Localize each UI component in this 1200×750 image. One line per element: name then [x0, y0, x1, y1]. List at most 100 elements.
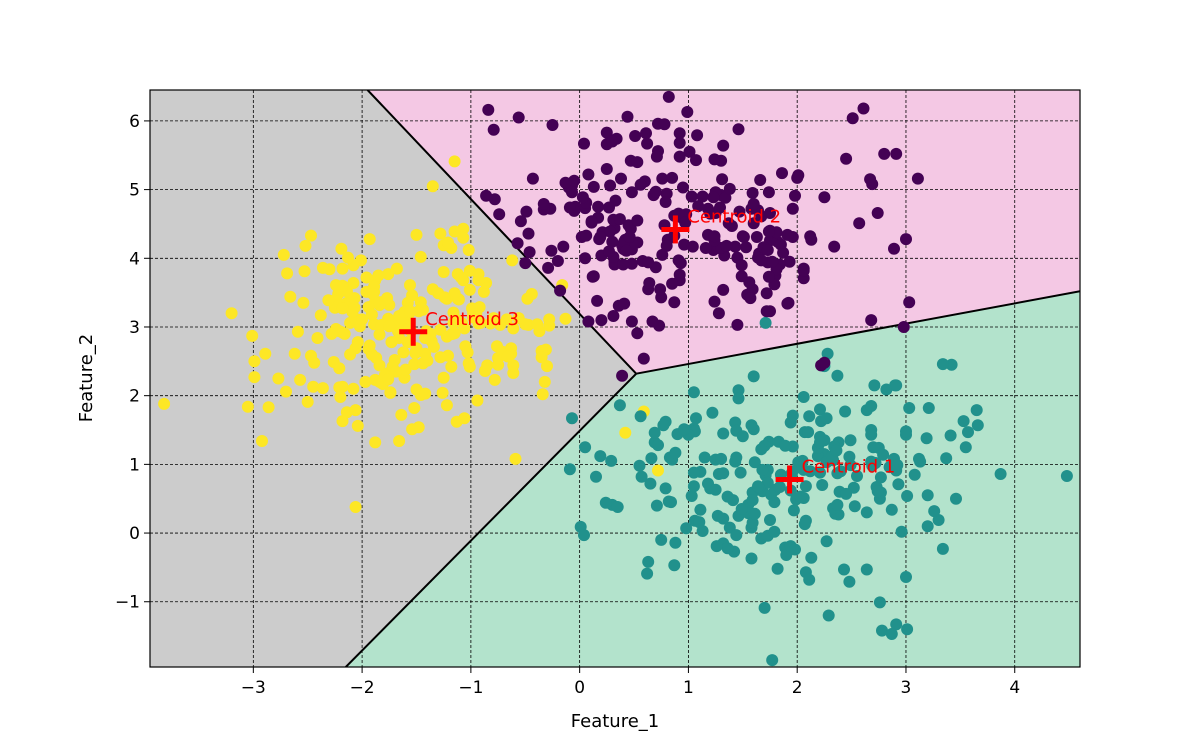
point-cluster-1 — [721, 490, 734, 503]
point-cluster-1 — [694, 503, 707, 516]
point-cluster-2 — [762, 270, 775, 283]
point-cluster-1 — [734, 466, 747, 479]
point-cluster-2 — [637, 352, 650, 365]
point-cluster-2 — [617, 258, 630, 271]
point-cluster-3 — [381, 292, 394, 305]
point-cluster-2 — [716, 173, 729, 186]
point-cluster-1 — [797, 391, 810, 403]
point-cluster-1 — [709, 483, 722, 496]
point-cluster-1 — [779, 439, 792, 452]
point-cluster-3 — [488, 373, 501, 386]
point-cluster-2 — [717, 283, 730, 296]
point-cluster-3 — [330, 279, 342, 292]
point-cluster-1 — [834, 465, 847, 478]
point-cluster-3 — [297, 296, 310, 309]
point-cluster-1 — [633, 459, 646, 472]
point-cluster-3 — [281, 267, 294, 280]
point-cluster-3 — [336, 262, 349, 275]
point-cluster-1 — [657, 419, 670, 432]
point-cluster-2 — [704, 207, 717, 220]
point-cluster-3 — [369, 436, 382, 449]
point-cluster-1 — [759, 316, 772, 329]
point-cluster-2 — [846, 112, 859, 125]
point-cluster-3 — [492, 358, 505, 371]
point-cluster-2 — [578, 137, 590, 150]
point-cluster-2 — [865, 314, 878, 327]
point-cluster-3 — [382, 268, 395, 281]
point-cluster-2 — [857, 102, 870, 115]
point-cluster-3 — [414, 250, 427, 263]
point-cluster-3 — [305, 229, 317, 242]
point-cluster-2 — [618, 297, 631, 310]
point-cluster-2 — [493, 208, 506, 221]
point-cluster-3 — [284, 290, 297, 303]
point-cluster-2 — [673, 150, 686, 163]
point-cluster-1 — [668, 559, 681, 572]
point-cluster-2 — [522, 227, 535, 240]
point-cluster-3 — [301, 395, 314, 408]
point-cluster-2 — [600, 126, 613, 139]
point-cluster-1 — [566, 412, 578, 425]
point-cluster-3 — [397, 346, 410, 359]
point-cluster-1 — [900, 571, 912, 583]
point-cluster-1 — [717, 467, 730, 480]
point-cluster-1 — [746, 516, 759, 529]
point-cluster-3 — [506, 254, 519, 267]
point-cluster-2 — [634, 178, 647, 191]
point-cluster-1 — [655, 533, 668, 546]
point-cluster-2 — [888, 242, 900, 255]
point-cluster-1 — [885, 503, 898, 516]
point-cluster-3 — [335, 242, 348, 255]
point-cluster-3 — [466, 302, 478, 315]
point-cluster-2 — [520, 205, 533, 218]
point-cluster-1 — [822, 609, 835, 622]
point-cluster-2 — [760, 287, 773, 300]
point-cluster-2 — [692, 200, 705, 213]
point-cluster-1 — [680, 522, 693, 535]
point-cluster-2 — [699, 242, 712, 254]
point-cluster-1 — [787, 504, 800, 517]
point-cluster-1 — [803, 410, 816, 423]
point-cluster-1 — [901, 623, 914, 636]
point-cluster-1 — [814, 466, 826, 479]
point-cluster-3 — [419, 387, 432, 400]
point-cluster-2 — [511, 237, 524, 250]
point-cluster-2 — [723, 182, 736, 195]
point-cluster-1 — [748, 456, 761, 469]
point-cluster-1 — [611, 501, 624, 513]
point-cluster-2 — [666, 171, 679, 184]
x-axis-label: Feature_1 — [571, 711, 659, 732]
point-cluster-2 — [673, 127, 686, 140]
point-cluster-3 — [525, 288, 538, 300]
point-cluster-1 — [659, 482, 672, 495]
point-cluster-3 — [294, 373, 307, 386]
point-cluster-1 — [641, 567, 654, 580]
point-cluster-3 — [472, 268, 485, 281]
point-cluster-3 — [248, 355, 261, 368]
point-cluster-2 — [631, 214, 644, 227]
point-cluster-1 — [644, 477, 657, 490]
point-cluster-2 — [615, 172, 627, 185]
point-cluster-3 — [363, 233, 376, 246]
point-cluster-2 — [666, 277, 679, 290]
point-cluster-2 — [686, 240, 699, 253]
point-cluster-2 — [897, 321, 910, 333]
point-cluster-1 — [650, 499, 663, 512]
y-tick-label: 4 — [129, 249, 140, 269]
point-cluster-1 — [994, 468, 1007, 480]
point-cluster-2 — [903, 296, 916, 309]
point-cluster-1 — [730, 529, 743, 542]
point-cluster-1 — [936, 358, 949, 371]
point-cluster-1 — [890, 618, 903, 631]
point-cluster-1 — [865, 428, 878, 441]
point-cluster-2 — [747, 198, 760, 210]
point-cluster-3 — [463, 283, 476, 296]
point-cluster-1 — [717, 427, 730, 440]
x-tick-label: −2 — [350, 678, 375, 698]
point-cluster-2 — [621, 110, 634, 123]
y-tick-label: 0 — [129, 524, 140, 544]
point-cluster-2 — [764, 305, 776, 318]
point-cluster-2 — [604, 179, 617, 192]
point-cluster-1 — [962, 426, 974, 439]
point-cluster-1 — [838, 563, 850, 576]
